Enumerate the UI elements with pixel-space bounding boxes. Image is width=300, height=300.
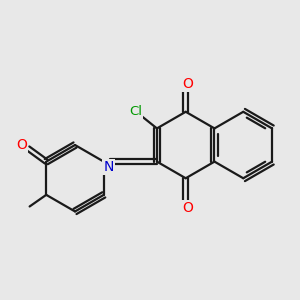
Text: O: O [182,201,193,215]
Text: N: N [103,160,114,174]
Text: Cl: Cl [129,105,142,118]
Text: O: O [182,76,193,91]
Text: O: O [16,138,27,152]
